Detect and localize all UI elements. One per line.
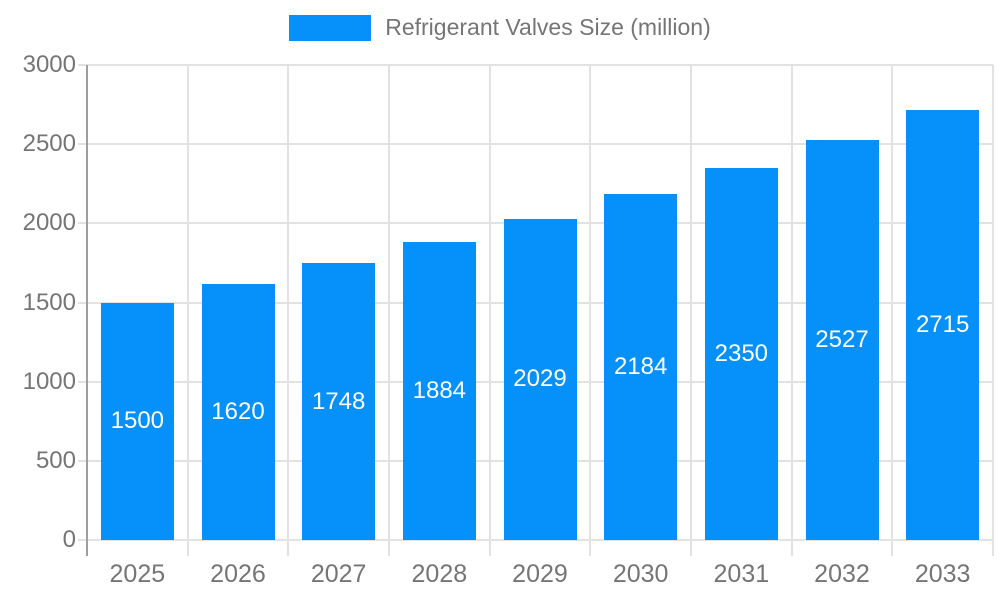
y-axis-line <box>86 65 88 556</box>
bar[interactable]: 2715 <box>906 110 980 540</box>
gridline-vertical <box>287 65 290 540</box>
y-axis-tick <box>78 301 87 304</box>
plot-area: 1500 1620 1748 1884 2029 2184 2350 2527 2715 <box>87 64 994 541</box>
gridline-vertical <box>891 65 894 540</box>
bar-value-label: 2715 <box>915 311 970 339</box>
y-axis-tick <box>78 539 87 541</box>
bar[interactable]: 2029 <box>503 218 577 540</box>
y-tick-label: 2000 <box>22 209 76 237</box>
chart-legend[interactable]: Refrigerant Valves Size (million) <box>0 14 1000 41</box>
y-tick-label: 2500 <box>22 130 76 158</box>
x-tick-label: 2028 <box>411 560 468 588</box>
x-tick-label: 2031 <box>713 560 770 588</box>
x-tick-label: 2025 <box>109 560 166 588</box>
gridline-vertical <box>186 65 189 540</box>
legend-swatch <box>289 14 372 41</box>
x-axis-tick <box>388 540 390 556</box>
x-axis-tick <box>589 540 592 556</box>
bar[interactable]: 1884 <box>402 241 476 540</box>
gridline-horizontal <box>87 143 993 146</box>
y-axis-tick <box>78 143 87 146</box>
bar-value-label: 2184 <box>613 353 668 381</box>
y-axis-tick <box>78 380 87 383</box>
y-axis-tick <box>78 222 87 225</box>
bar-value-label: 2527 <box>815 325 869 353</box>
bar-value-label: 2029 <box>513 365 567 393</box>
y-tick-label: 0 <box>62 526 76 553</box>
bar[interactable]: 1500 <box>100 302 174 540</box>
gridline-horizontal <box>87 64 993 66</box>
y-axis-tick <box>78 64 87 66</box>
x-tick-label: 2030 <box>612 560 669 588</box>
gridline-vertical <box>388 65 390 540</box>
x-axis-tick <box>690 540 692 556</box>
legend-label: Refrigerant Valves Size (million) <box>385 14 711 40</box>
x-tick-label: 2032 <box>814 560 870 588</box>
gridline-vertical <box>690 65 692 540</box>
x-axis-tick <box>186 540 189 556</box>
bar-value-label: 1748 <box>311 387 366 415</box>
y-tick-label: 1500 <box>22 288 76 316</box>
y-axis-tick <box>78 459 87 462</box>
x-axis-tick <box>790 540 793 556</box>
gridline-vertical <box>589 65 592 540</box>
y-tick-label: 3000 <box>22 51 76 78</box>
gridline-vertical <box>790 65 793 540</box>
y-tick-label: 500 <box>35 446 76 474</box>
gridline-vertical <box>488 65 491 540</box>
bar[interactable]: 2527 <box>805 139 879 540</box>
x-tick-label: 2033 <box>914 560 971 588</box>
x-axis-tick <box>992 540 994 556</box>
x-axis-tick <box>488 540 491 556</box>
gridline-vertical <box>992 65 994 540</box>
x-axis-tick <box>287 540 290 556</box>
bar-value-label: 1884 <box>412 376 467 404</box>
bar[interactable]: 1748 <box>302 263 376 540</box>
y-tick-label: 1000 <box>22 367 76 395</box>
bar[interactable]: 2350 <box>704 167 778 540</box>
x-tick-label: 2027 <box>310 560 367 588</box>
x-tick-label: 2026 <box>210 560 266 588</box>
gridline-horizontal <box>87 539 993 541</box>
bar-value-label: 1500 <box>110 407 165 435</box>
x-axis-tick <box>891 540 894 556</box>
bar[interactable]: 2184 <box>604 194 678 540</box>
bar-value-label: 2350 <box>714 339 769 367</box>
bar[interactable]: 1620 <box>201 283 275 540</box>
x-tick-label: 2029 <box>512 560 568 588</box>
bar-value-label: 1620 <box>211 397 265 425</box>
